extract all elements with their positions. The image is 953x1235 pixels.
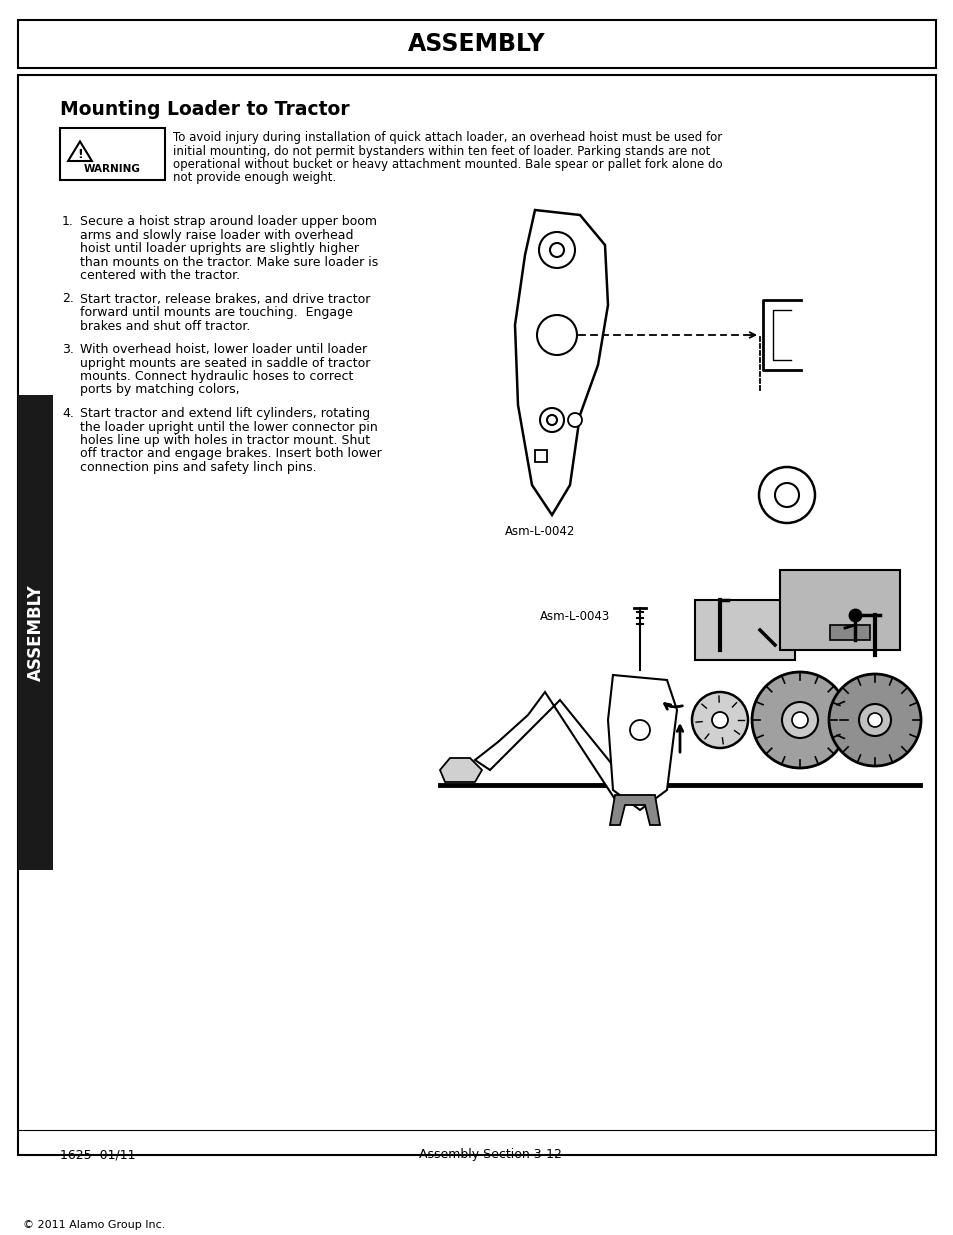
Circle shape [867,713,882,727]
Circle shape [751,672,847,768]
Polygon shape [439,758,481,782]
Bar [695,600,794,659]
Bar [829,625,869,640]
Text: forward until mounts are touching.  Engage: forward until mounts are touching. Engag… [80,306,353,319]
Text: Secure a hoist strap around loader upper boom: Secure a hoist strap around loader upper… [80,215,376,228]
Text: Asm-L-0043: Asm-L-0043 [539,610,610,622]
Text: WARNING: WARNING [84,164,141,174]
Text: not provide enough weight.: not provide enough weight. [172,172,335,184]
Bar [535,450,546,462]
Text: holes line up with holes in tractor mount. Shut: holes line up with holes in tractor moun… [80,433,370,447]
Text: mounts. Connect hydraulic hoses to correct: mounts. Connect hydraulic hoses to corre… [80,370,353,383]
Text: initial mounting, do not permit bystanders within ten feet of loader. Parking st: initial mounting, do not permit bystande… [172,144,710,158]
Circle shape [759,467,814,522]
Text: Asm-L-0042: Asm-L-0042 [504,525,575,538]
Bar [18,75,935,1155]
Text: ports by matching colors,: ports by matching colors, [80,384,239,396]
Text: 4.: 4. [62,408,73,420]
Circle shape [774,483,799,508]
Polygon shape [68,141,91,161]
Circle shape [629,720,649,740]
Text: off tractor and engage brakes. Insert both lower: off tractor and engage brakes. Insert bo… [80,447,381,461]
Text: than mounts on the tractor. Make sure loader is: than mounts on the tractor. Make sure lo… [80,256,377,268]
Text: 1.: 1. [62,215,73,228]
Circle shape [550,243,563,257]
Circle shape [791,713,807,727]
Text: connection pins and safety linch pins.: connection pins and safety linch pins. [80,461,316,474]
Text: 1625  01/11: 1625 01/11 [60,1149,135,1161]
Text: © 2011 Alamo Group Inc.: © 2011 Alamo Group Inc. [23,1220,165,1230]
Text: With overhead hoist, lower loader until loader: With overhead hoist, lower loader until … [80,343,367,356]
Circle shape [539,408,563,432]
Text: !: ! [77,148,83,162]
Circle shape [691,692,747,748]
Text: ASSEMBLY: ASSEMBLY [27,584,45,680]
Text: upright mounts are seated in saddle of tractor: upright mounts are seated in saddle of t… [80,357,370,369]
Bar [18,395,53,869]
Bar [60,128,165,180]
Text: 2.: 2. [62,293,73,305]
Text: To avoid injury during installation of quick attach loader, an overhead hoist mu: To avoid injury during installation of q… [172,131,721,144]
Circle shape [828,674,920,766]
Text: Start tractor and extend lift cylinders, rotating: Start tractor and extend lift cylinders,… [80,408,370,420]
Polygon shape [475,692,644,810]
Circle shape [538,232,575,268]
Circle shape [711,713,727,727]
Text: centered with the tractor.: centered with the tractor. [80,269,240,282]
Circle shape [537,315,577,354]
Text: ASSEMBLY: ASSEMBLY [408,32,545,56]
Text: hoist until loader uprights are slightly higher: hoist until loader uprights are slightly… [80,242,358,254]
Text: Mounting Loader to Tractor: Mounting Loader to Tractor [60,100,349,119]
Text: brakes and shut off tractor.: brakes and shut off tractor. [80,320,250,332]
Text: Start tractor, release brakes, and drive tractor: Start tractor, release brakes, and drive… [80,293,370,305]
Text: operational without bucket or heavy attachment mounted. Bale spear or pallet for: operational without bucket or heavy atta… [172,158,721,170]
Text: the loader upright until the lower connector pin: the loader upright until the lower conne… [80,420,377,433]
Bar [18,20,935,68]
Circle shape [567,412,581,427]
Polygon shape [515,210,607,515]
Circle shape [858,704,890,736]
Text: 3.: 3. [62,343,73,356]
Text: arms and slowly raise loader with overhead: arms and slowly raise loader with overhe… [80,228,354,242]
Circle shape [781,701,817,739]
Polygon shape [607,676,677,810]
Circle shape [546,415,557,425]
Bar [780,571,899,650]
Text: Assembly Section 3-12: Assembly Section 3-12 [418,1149,561,1161]
Polygon shape [609,795,659,825]
